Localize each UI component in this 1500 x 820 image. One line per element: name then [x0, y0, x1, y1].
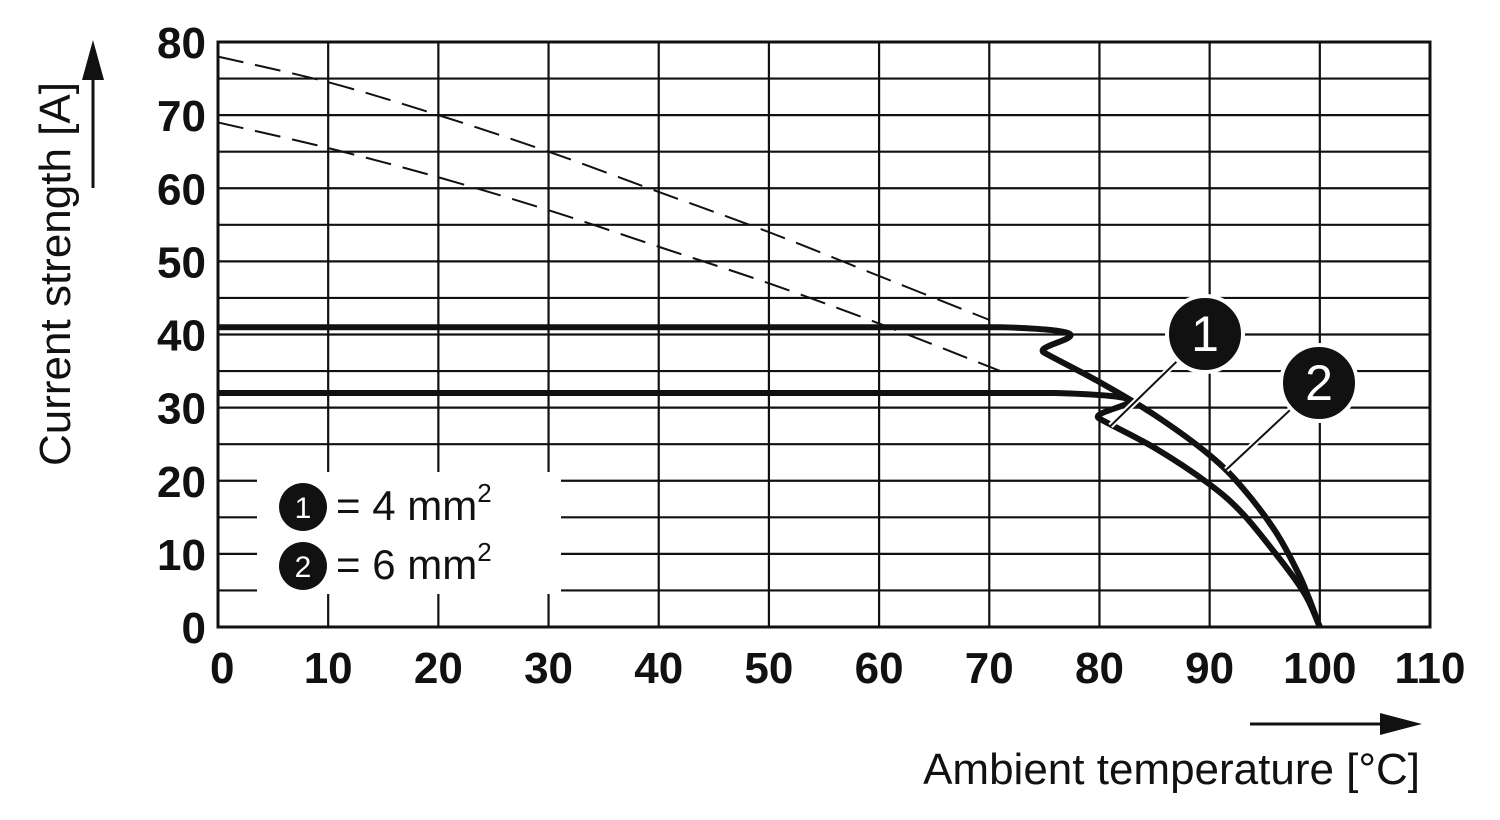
y-tick-label: 20: [157, 458, 206, 507]
x-axis-title: Ambient temperature [°C]: [923, 745, 1420, 794]
y-tick-labels: 0 10 20 30 40 50 60 70 80: [157, 19, 206, 653]
callout-marker-2: [1279, 343, 1359, 423]
y-tick-label: 30: [157, 385, 206, 434]
x-tick-labels: 0 10 20 30 40 50 60 70 80 90 100 110: [210, 644, 1465, 693]
x-tick-label: 70: [965, 644, 1014, 693]
y-tick-label: 80: [157, 19, 206, 68]
series-1-extrapolation: [217, 121, 1001, 372]
callout-marker-1-label: 1: [1191, 306, 1219, 362]
x-tick-label: 10: [304, 644, 353, 693]
x-axis-arrow-icon: [1380, 713, 1422, 735]
legend-marker-1-label: 1: [295, 492, 312, 525]
legend-entry-1: 1 = 4 mm2: [279, 478, 492, 531]
legend-label-2: = 6 mm2: [336, 537, 492, 588]
curve-callouts: 1 2: [1108, 294, 1359, 472]
y-tick-label: 40: [157, 312, 206, 361]
plot-frame: [216, 40, 1432, 629]
x-tick-label: 90: [1185, 644, 1234, 693]
legend: 1 = 4 mm2 2 = 6 mm2: [257, 472, 561, 594]
solid-curves: [218, 324, 1323, 629]
x-tick-label: 80: [1075, 644, 1124, 693]
y-axis-title-group: Current strength [A]: [31, 40, 104, 466]
x-tick-label: 60: [855, 644, 904, 693]
y-axis-title: Current strength [A]: [31, 82, 80, 466]
y-tick-label: 0: [182, 604, 206, 653]
series-2-curve: [218, 324, 1323, 629]
x-tick-label: 40: [634, 644, 683, 693]
legend-label-1: = 4 mm2: [336, 478, 492, 529]
legend-marker-1: [279, 483, 327, 531]
x-tick-label: 0: [210, 644, 234, 693]
series-2-extrapolation: [217, 55, 990, 321]
callout-marker-2-label: 2: [1305, 355, 1333, 411]
y-tick-label: 50: [157, 238, 206, 287]
y-tick-label: 10: [157, 531, 206, 580]
callout-leader-2-core: [1225, 408, 1292, 471]
legend-marker-2-label: 2: [295, 551, 312, 584]
x-tick-label: 110: [1395, 644, 1466, 693]
legend-marker-2: [279, 542, 327, 590]
x-tick-label: 30: [524, 644, 573, 693]
x-axis-title-group: Ambient temperature [°C]: [923, 713, 1422, 794]
y-tick-label: 60: [157, 165, 206, 214]
y-tick-label: 70: [157, 92, 206, 141]
x-tick-label: 20: [414, 644, 463, 693]
y-axis-arrow-icon: [82, 40, 104, 80]
plot-area-border: [216, 40, 1432, 629]
callout-leader-1-core: [1109, 359, 1179, 427]
x-tick-label: 100: [1283, 644, 1356, 693]
x-tick-label: 50: [744, 644, 793, 693]
legend-entry-2: 2 = 6 mm2: [279, 537, 492, 590]
callout-marker-1: [1165, 294, 1245, 374]
dashed-curves: [217, 55, 1001, 372]
